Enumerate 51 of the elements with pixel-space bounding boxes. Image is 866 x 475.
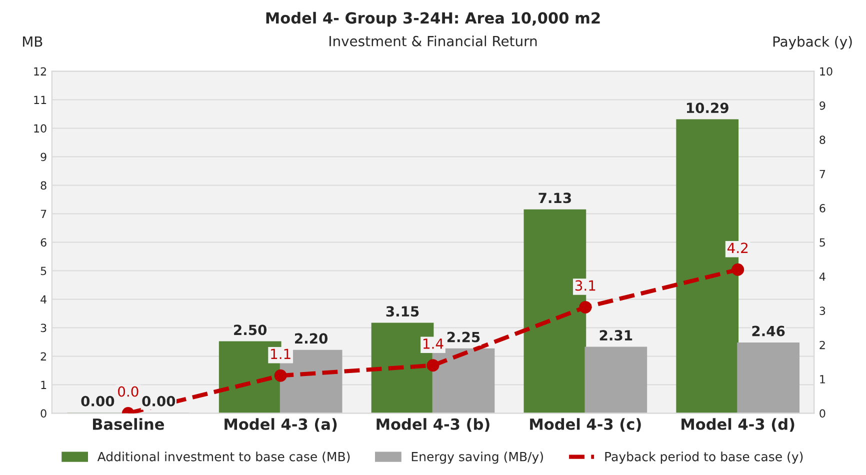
y2-tick-label: 1 <box>820 375 825 384</box>
chart-subtitle: Investment & Financial Return <box>330 36 537 46</box>
y2-tick-label: 7 <box>820 170 826 178</box>
y2-tick-label: 4 <box>819 272 826 281</box>
y2-tick-label: 9 <box>820 101 826 110</box>
y2-tick-label: 10 <box>820 67 832 76</box>
y-tick-label: 2 <box>40 352 46 360</box>
y-tick-label: 7 <box>40 210 46 218</box>
y-tick-label: 8 <box>40 181 46 190</box>
x-tick-label: Model 4-3 (a) <box>224 418 337 432</box>
data-label: 2.50 <box>234 324 267 336</box>
y-tick-label: 0 <box>40 409 46 418</box>
legend-label: Energy saving (MB/y) <box>412 452 543 464</box>
y-tick-label: 6 <box>40 238 46 247</box>
data-label: 1.1 <box>271 348 290 359</box>
data-label: 7.13 <box>538 192 571 204</box>
y2-tick-label: 5 <box>820 238 825 247</box>
data-label: 10.29 <box>686 102 728 114</box>
data-label: 2.20 <box>295 333 328 344</box>
data-label: 3.15 <box>386 306 419 317</box>
x-tick-label: Baseline <box>93 418 164 430</box>
data-label: 0.0 <box>118 386 138 397</box>
y-tick-label: 1 <box>41 380 46 389</box>
data-label: 2.25 <box>447 332 480 342</box>
y2-tick-label: 2 <box>820 340 825 350</box>
y-tick-label: 9 <box>40 152 46 162</box>
data-label: 0.00 <box>81 396 114 406</box>
y-tick-label: 10 <box>34 124 46 133</box>
data-label: 4.2 <box>727 242 748 253</box>
legend-label: Payback period to base case (y) <box>605 452 803 464</box>
data-label: 3.1 <box>575 280 596 291</box>
y2-tick-label: 3 <box>820 306 826 316</box>
y-tick-label: 3 <box>40 324 46 332</box>
data-label: 0.00 <box>142 396 176 406</box>
y-tick-label: 5 <box>40 266 46 276</box>
x-tick-label: Model 4-3 (d) <box>682 418 794 432</box>
y-tick-label: 4 <box>40 295 46 304</box>
y2-tick-label: 8 <box>820 136 826 144</box>
y2-tick-label: 6 <box>820 204 826 212</box>
chart-title: Model 4- Group 3-24H: Area 10,000 m2 <box>266 12 600 27</box>
x-tick-label: Model 4-3 (c) <box>530 418 641 432</box>
y-tick-label: 12 <box>34 67 46 76</box>
y-tick-label: 11 <box>34 96 46 104</box>
y2-tick-label: 0 <box>820 409 826 418</box>
data-label: 1.4 <box>423 338 444 349</box>
y2-axis-title: Payback (y) <box>773 36 852 50</box>
data-label: 2.46 <box>752 326 785 336</box>
y-axis-title: MB <box>23 36 42 47</box>
legend-label: Additional investment to base case (MB) <box>97 452 350 463</box>
x-tick-label: Model 4-3 (b) <box>376 418 490 432</box>
data-label: 2.31 <box>600 330 632 341</box>
